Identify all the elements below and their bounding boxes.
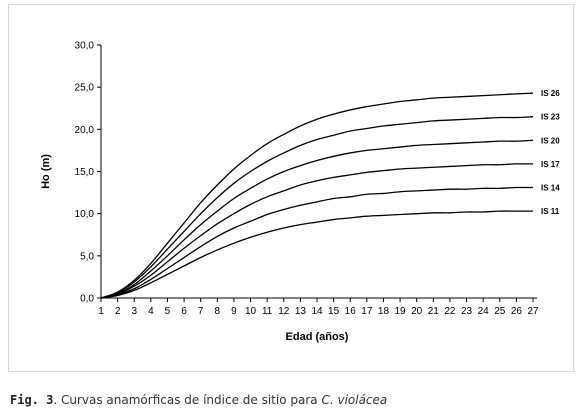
curve-is-11 [100, 210, 533, 299]
y-tick-label: 30,0 [75, 41, 95, 52]
x-tick-label: 14 [311, 306, 323, 317]
curve-is-23 [100, 116, 534, 299]
x-tick-label: 17 [361, 306, 373, 317]
x-tick-label: 20 [411, 306, 423, 317]
caption-label: Fig. 3 [10, 393, 54, 407]
x-tick-label: 9 [231, 306, 237, 317]
curve-is-17 [100, 163, 534, 299]
figure-caption: Fig. 3. Curvas anamórficas de índice de … [10, 393, 387, 407]
x-tick-label: 21 [428, 306, 440, 317]
curve-is-26 [100, 92, 534, 299]
curve-is-20 [100, 139, 534, 299]
x-tick-label: 3 [131, 306, 137, 317]
x-tick-label: 24 [478, 306, 490, 317]
caption-species: C. violácea [321, 393, 388, 407]
x-tick-label: 27 [527, 306, 539, 317]
y-tick-label: 20,0 [75, 125, 95, 136]
x-tick-label: 23 [461, 306, 473, 317]
caption-text: . Curvas anamórficas de índice de sitio … [53, 393, 322, 407]
curve-label-is-11: IS 11 [541, 207, 560, 216]
axes: 0,05,010,015,020,025,030,01 2 3 4 5 6 7 8 9 10 11 1… [40, 41, 539, 344]
x-tick-label: 6 [181, 306, 187, 317]
curve-is-14 [100, 186, 534, 299]
x-tick-label: 4 [148, 306, 154, 317]
curve-label-is-14: IS 14 [541, 184, 560, 193]
chart-svg: 0,05,010,015,020,025,030,01 2 3 4 5 6 7 8 9 10 11 1… [40, 41, 560, 344]
curve-label-is-20: IS 20 [541, 136, 560, 145]
x-tick-label: 15 [328, 306, 340, 317]
curve-label-is-17: IS 17 [541, 160, 560, 169]
chart-frame: 0,0 5,0 10,0 15,0 20,0 25,0 30,0 1 2 3 4 5 6 7 8 9 10 11 1… [8, 4, 574, 372]
x-tick-label: 13 [295, 306, 307, 317]
x-tick-label: 18 [378, 306, 390, 317]
y-tick-label: 25,0 [75, 83, 95, 94]
x-tick-label: 2 [115, 306, 121, 317]
x-tick-label: 25 [494, 306, 506, 317]
y-tick-label: 0,0 [80, 294, 94, 305]
curves [100, 92, 534, 299]
x-tick-label: 22 [444, 306, 456, 317]
y-tick-label: 10,0 [75, 209, 95, 220]
curve-label-is-23: IS 23 [541, 113, 560, 122]
x-tick-label: 19 [395, 306, 407, 317]
x-tick-label: 11 [262, 306, 273, 317]
x-tick-label: 26 [511, 306, 523, 317]
x-tick-label: 12 [278, 306, 290, 317]
x-tick-label: 1 [98, 306, 104, 317]
x-tick-label: 16 [345, 306, 357, 317]
curve-labels: IS 26 IS 23 IS 20 IS 17 IS 14 IS 11 [541, 89, 560, 216]
y-tick-label: 5,0 [80, 251, 94, 262]
x-tick-label: 10 [245, 306, 257, 317]
x-axis-title: Edad (años) [286, 331, 349, 343]
y-tick-label: 15,0 [75, 167, 95, 178]
y-axis-title: Ho (m) [40, 154, 52, 189]
x-tick-label: 8 [215, 306, 221, 317]
curve-label-is-26: IS 26 [541, 89, 560, 98]
x-tick-label: 5 [165, 306, 171, 317]
x-tick-label: 7 [198, 306, 204, 317]
